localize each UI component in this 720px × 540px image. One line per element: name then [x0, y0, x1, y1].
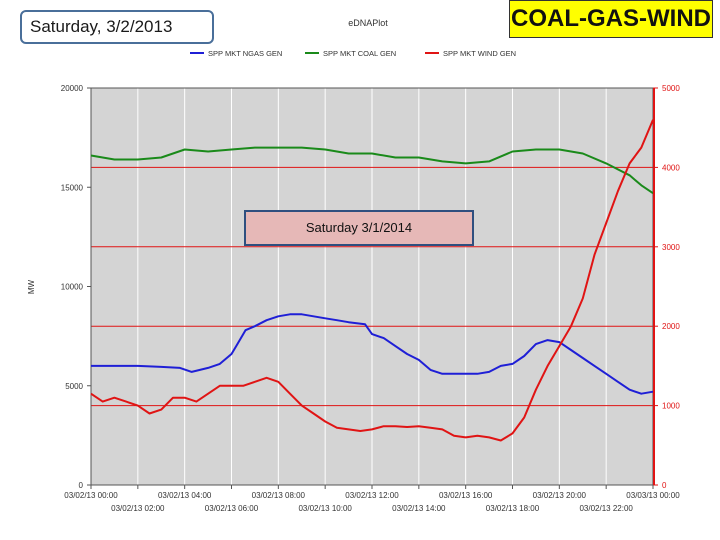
x-tick-label: 03/02/13 06:00 [205, 504, 259, 513]
y2-tick-label: 5000 [662, 84, 680, 93]
coal-gas-wind-banner: COAL-GAS-WIND [509, 0, 713, 38]
horizontal-gridlines [91, 166, 653, 407]
x-tick-label: 03/02/13 14:00 [392, 504, 446, 513]
x-tick-label: 03/03/13 00:00 [626, 491, 680, 500]
y2-tick-label: 0 [662, 481, 667, 490]
x-tick-label: 03/02/13 04:00 [158, 491, 212, 500]
y2-tick-label: 3000 [662, 243, 680, 252]
y2-tick-label: 1000 [662, 402, 680, 411]
y-tick-label: 15000 [61, 183, 84, 192]
x-tick-label: 03/02/13 08:00 [252, 491, 306, 500]
callout-box: Saturday 3/1/2014 [244, 210, 474, 246]
y-axis-label: MW [27, 279, 36, 294]
series-line-spp-mkt-coal-gen [90, 146, 654, 195]
chart-legend: SPP MKT NGAS GEN SPP MKT COAL GEN SPP MKT … [190, 49, 516, 58]
series-layer [90, 119, 654, 442]
x-tick-label: 03/02/13 12:00 [345, 491, 399, 500]
vertical-gridlines [137, 88, 607, 485]
series-line-spp-mkt-ngas-gen [91, 313, 654, 395]
x-tick-label: 03/02/13 20:00 [533, 491, 587, 500]
chart-title: eDNAPlot [348, 18, 388, 28]
x-tick-label: 03/02/13 22:00 [579, 504, 633, 513]
y-tick-label: 10000 [61, 283, 84, 292]
x-tick-label: 03/02/13 18:00 [486, 504, 540, 513]
y2-tick-label: 2000 [662, 322, 680, 331]
legend-label: SPP MKT NGAS GEN [208, 49, 282, 58]
slide-title: Saturday, 3/2/2013 [20, 10, 214, 44]
y-tick-label: 5000 [65, 382, 83, 391]
x-tick-label: 03/02/13 02:00 [111, 504, 165, 513]
series-line-spp-mkt-wind-gen [90, 119, 654, 442]
x-tick-label: 03/02/13 00:00 [64, 491, 118, 500]
x-tick-label: 03/02/13 10:00 [298, 504, 352, 513]
axis-layer: 0 5000 10000 15000 20000 0 1000 2000 3000 4000 500… [61, 84, 681, 513]
legend-label: SPP MKT COAL GEN [323, 49, 396, 58]
y2-tick-label: 4000 [662, 163, 680, 172]
y-tick-label: 20000 [61, 84, 84, 93]
legend-label: SPP MKT WIND GEN [443, 49, 516, 58]
y-tick-label: 0 [79, 481, 84, 490]
x-tick-label: 03/02/13 16:00 [439, 491, 493, 500]
